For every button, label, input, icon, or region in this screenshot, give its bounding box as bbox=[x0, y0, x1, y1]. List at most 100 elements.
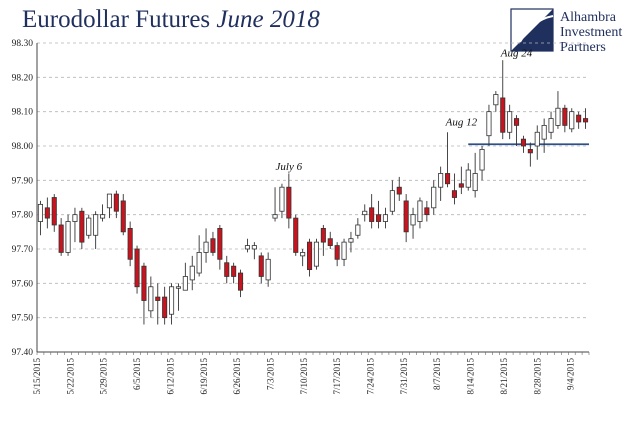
x-tick-label: 6/12/2015 bbox=[165, 358, 175, 395]
y-tick-label: 97.90 bbox=[12, 176, 34, 186]
candle-body bbox=[431, 186, 437, 209]
candle-body bbox=[458, 183, 464, 188]
candle-body bbox=[58, 224, 64, 253]
candle-body bbox=[465, 169, 471, 188]
candle-body bbox=[410, 214, 416, 226]
candle-body bbox=[396, 186, 402, 195]
x-tick-label: 7/10/2015 bbox=[299, 358, 309, 395]
candle-body bbox=[424, 207, 430, 216]
chart-title-contract: June 2018 bbox=[216, 6, 320, 33]
candle-body bbox=[203, 241, 209, 253]
x-tick-label: 5/22/2015 bbox=[65, 358, 75, 395]
candle-body bbox=[86, 217, 92, 236]
y-tick-label: 97.60 bbox=[12, 279, 34, 289]
candle-body bbox=[251, 245, 257, 250]
y-tick-label: 97.50 bbox=[12, 314, 34, 324]
candle-body bbox=[51, 197, 57, 226]
candle-body bbox=[500, 97, 506, 133]
candle-body bbox=[507, 111, 513, 133]
logo-line-2: Investment bbox=[560, 25, 623, 40]
company-logo: Alhambra Investment Partners bbox=[510, 6, 622, 66]
candle-body bbox=[272, 214, 278, 219]
candle-body bbox=[217, 227, 223, 260]
candle-body bbox=[576, 114, 582, 123]
candle-body bbox=[72, 214, 78, 222]
candle-body bbox=[403, 200, 409, 233]
y-tick-label: 98.10 bbox=[12, 108, 34, 118]
candle-body bbox=[162, 296, 168, 319]
y-tick-label: 98.30 bbox=[12, 39, 34, 49]
y-tick-label: 98.20 bbox=[12, 73, 34, 83]
candle-body bbox=[534, 131, 540, 147]
chart-title: Eurodollar Futures June 2018 bbox=[22, 6, 320, 34]
x-tick-label: 6/19/2015 bbox=[199, 358, 209, 395]
annotation-label: Aug 24 bbox=[500, 48, 533, 60]
candle-body bbox=[286, 186, 292, 219]
candle-body bbox=[451, 190, 457, 198]
x-tick-label: 5/15/2015 bbox=[32, 358, 42, 395]
candle-body bbox=[113, 193, 119, 212]
candle-body bbox=[555, 107, 561, 126]
candle-body bbox=[182, 276, 188, 291]
logo-line-1: Alhambra bbox=[560, 10, 616, 25]
candle-body bbox=[93, 214, 99, 236]
candle-body bbox=[334, 245, 340, 260]
logo-line-3: Partners bbox=[560, 40, 606, 55]
candle-body bbox=[79, 210, 85, 243]
candle-body bbox=[541, 125, 547, 140]
candle-body bbox=[134, 248, 140, 288]
candle-body bbox=[196, 252, 202, 274]
candle-body bbox=[486, 111, 492, 137]
candle-body bbox=[355, 224, 361, 236]
candle-body bbox=[120, 200, 126, 233]
annotation-label: Aug 12 bbox=[445, 116, 478, 128]
y-tick-label: 97.80 bbox=[12, 211, 34, 221]
candle-body bbox=[238, 272, 244, 291]
candle-body bbox=[562, 107, 568, 126]
annotation-label: July 6 bbox=[276, 161, 303, 173]
candle-body bbox=[210, 238, 216, 253]
candle-body bbox=[189, 265, 195, 281]
candle-body bbox=[313, 241, 319, 267]
x-tick-label: 7/31/2015 bbox=[399, 358, 409, 395]
logo-text: Alhambra Investment Partners bbox=[560, 10, 622, 55]
x-tick-label: 9/4/2015 bbox=[566, 358, 576, 391]
chart-title-main: Eurodollar Futures bbox=[22, 6, 211, 33]
candle-body bbox=[37, 203, 43, 222]
x-tick-label: 7/3/2015 bbox=[265, 358, 275, 391]
candle-body bbox=[382, 214, 388, 222]
candle-body bbox=[527, 149, 533, 154]
y-tick-label: 97.40 bbox=[12, 348, 34, 358]
candle-body bbox=[175, 286, 181, 289]
x-tick-label: 8/14/2015 bbox=[466, 358, 476, 395]
candle-body bbox=[472, 173, 478, 192]
candle-body bbox=[258, 255, 264, 277]
candle-body bbox=[369, 207, 375, 222]
candle-body bbox=[244, 245, 250, 250]
candle-body bbox=[520, 138, 526, 147]
candle-body bbox=[265, 258, 271, 281]
y-tick-label: 98.00 bbox=[12, 142, 34, 152]
candle-body bbox=[307, 241, 313, 270]
candle-body bbox=[438, 173, 444, 188]
candle-body bbox=[514, 118, 520, 126]
x-tick-label: 7/17/2015 bbox=[332, 358, 342, 395]
candle-body bbox=[362, 210, 368, 216]
candle-body bbox=[106, 193, 112, 209]
logo-mark-icon bbox=[510, 8, 554, 52]
candle-body bbox=[155, 296, 161, 301]
candle-body bbox=[320, 227, 326, 243]
candle-body bbox=[417, 200, 423, 222]
candle-body bbox=[389, 190, 395, 212]
candle-body bbox=[348, 238, 354, 243]
x-tick-label: 7/24/2015 bbox=[366, 358, 376, 395]
candle-body bbox=[293, 217, 299, 253]
candle-body bbox=[141, 265, 147, 301]
candle-body bbox=[376, 214, 382, 222]
candle-body bbox=[65, 221, 71, 253]
candle-body bbox=[100, 214, 106, 219]
candle-body bbox=[445, 173, 451, 185]
candle-body bbox=[493, 94, 499, 106]
